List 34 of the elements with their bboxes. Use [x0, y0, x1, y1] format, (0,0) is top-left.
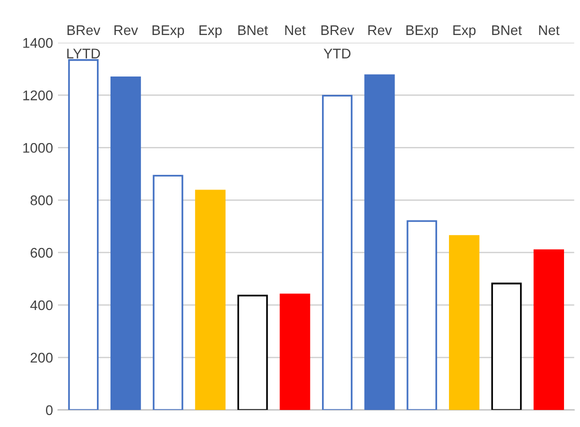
y-tick-label: 800: [30, 195, 53, 206]
bar: [364, 74, 395, 410]
x-tick-label: Net: [285, 25, 306, 36]
x-tick-label: BRev: [321, 25, 354, 36]
x-tick-label: Exp: [199, 25, 222, 38]
bar: [195, 190, 226, 410]
bar: [68, 59, 99, 410]
x-tick-label: BRev: [68, 25, 100, 36]
annotation: LYTD: [67, 48, 100, 58]
y-tick-label: 400: [30, 300, 53, 310]
bar: [110, 76, 141, 410]
x-tick-label: Exp: [453, 25, 476, 38]
bar: [322, 94, 352, 410]
y-tick-label: 1400: [23, 38, 53, 48]
annotation: YTD: [324, 48, 350, 58]
x-tick-label: BNet: [238, 25, 268, 36]
x-tick-label: BExp: [406, 25, 438, 38]
y-tick-label: 1000: [23, 142, 53, 153]
x-tick-label: BExp: [152, 25, 184, 38]
bar: [406, 220, 438, 410]
bar: [491, 282, 522, 410]
x-tick-label: Net: [539, 25, 560, 36]
bar: [448, 235, 480, 410]
x-tick-label: Rev: [368, 25, 392, 36]
y-tick-label: 1200: [23, 90, 53, 100]
bar: [237, 294, 268, 410]
y-tick-label: 200: [30, 352, 53, 363]
bar: [280, 294, 310, 410]
x-tick-label: Rev: [114, 25, 138, 36]
y-tick-label: 600: [30, 248, 53, 258]
x-tick-label: BNet: [492, 25, 522, 36]
bar: [534, 249, 564, 410]
y-tick-label: 0: [46, 405, 53, 416]
bar: [152, 174, 184, 410]
